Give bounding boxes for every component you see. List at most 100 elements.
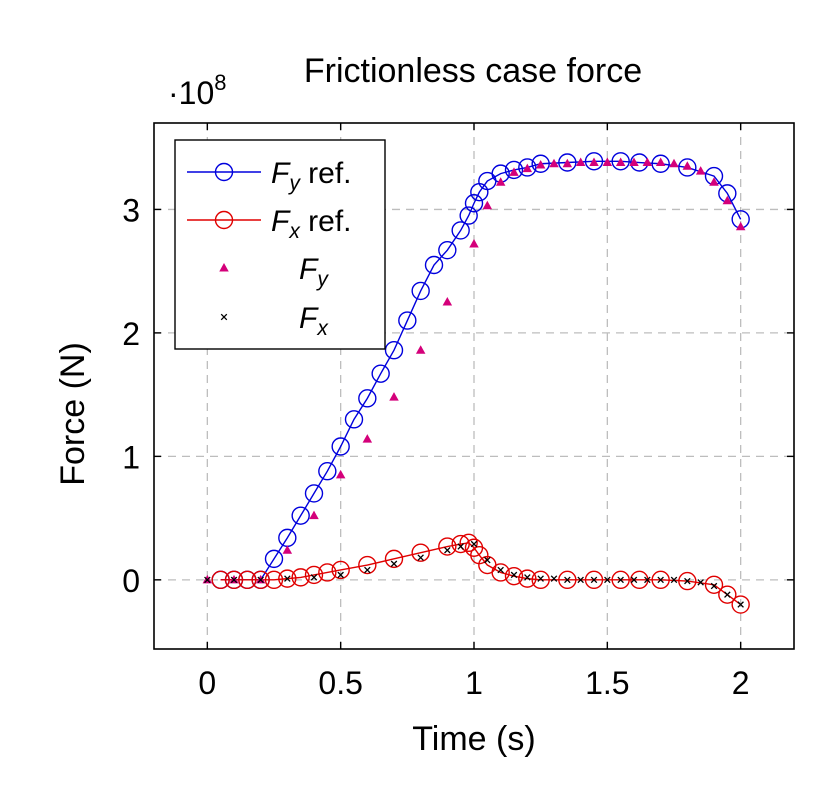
x-tick-label: 0 [198, 665, 216, 701]
data-point-f-y-ref [464, 194, 484, 213]
data-point-f-x-ref [331, 560, 350, 580]
data-point-f-y [615, 157, 626, 167]
data-point-f-x [604, 576, 611, 584]
data-point-f-x-ref [411, 543, 430, 562]
data-point-f-x [364, 566, 371, 574]
y-tick-label: 0 [122, 563, 140, 599]
data-point-f-y [735, 221, 746, 231]
data-point-f-y-ref [504, 160, 524, 180]
data-point-f-x-ref [584, 570, 604, 590]
data-point-f-x [657, 576, 664, 584]
legend-label-main: F [271, 205, 291, 238]
legend-marker-swatch [214, 162, 234, 182]
x-tick-label: 1 [465, 665, 483, 701]
data-point-f-x-ref [504, 566, 524, 586]
legend-label: Fy [299, 253, 329, 291]
data-point-f-x [510, 571, 518, 579]
data-point-f-x [457, 543, 464, 550]
data-point-f-y-ref [291, 506, 310, 525]
data-point-f-y [562, 158, 573, 168]
data-point-f-x [257, 576, 264, 584]
legend-marker-swatch [214, 210, 234, 230]
data-point-f-x-ref [558, 570, 577, 590]
data-point-f-y [335, 469, 346, 479]
data-point-f-y [415, 345, 426, 354]
data-point-f-x-ref [651, 570, 670, 590]
data-point-f-y [602, 157, 613, 167]
legend-entry-f-x: Fx [220, 302, 329, 340]
legend-label: Fx ref. [271, 205, 352, 243]
data-point-f-y [469, 239, 479, 248]
legend-marker-swatch [219, 263, 229, 272]
data-point-f-y [442, 297, 453, 306]
legend-label: Fx [299, 302, 329, 340]
data-point-f-y-ref [584, 152, 604, 171]
y-tick-label: 1 [122, 439, 140, 475]
series-f-x-ref [211, 533, 750, 614]
data-point-f-x-ref [251, 570, 270, 590]
legend-label-subscript: y [315, 268, 329, 291]
data-point-f-y [682, 161, 693, 170]
data-point-f-x [684, 577, 691, 585]
data-point-f-x-ref [211, 570, 230, 590]
data-point-f-y [535, 159, 546, 169]
legend-label-main: F [299, 253, 319, 286]
chart-title: Frictionless case force [304, 52, 642, 90]
data-point-f-y [589, 157, 599, 167]
data-point-f-x-ref [518, 569, 537, 588]
data-point-f-y-ref [438, 240, 457, 260]
data-point-f-y-ref [459, 206, 478, 225]
x-tick-label: 2 [732, 665, 750, 701]
data-point-f-x [524, 574, 531, 581]
series-line-f-y-ref [220, 160, 742, 581]
data-point-f-y-ref [371, 364, 390, 383]
data-point-f-x [230, 576, 238, 584]
y-axis-label: Force (N) [54, 342, 92, 486]
data-point-f-y [549, 158, 559, 168]
data-point-f-x-ref [451, 534, 470, 554]
data-point-f-y-ref [451, 221, 470, 240]
data-point-f-x [470, 540, 478, 548]
x-tick-label: 1.5 [585, 665, 629, 701]
data-point-f-x-ref [459, 533, 478, 553]
y-exponent-base: ·10 [168, 75, 214, 111]
data-point-f-y-ref [318, 461, 337, 481]
data-point-f-y [722, 195, 733, 205]
data-point-f-x [630, 576, 638, 584]
data-point-f-y-ref [304, 484, 324, 503]
legend-label: Fy ref. [271, 157, 352, 195]
series-f-x [204, 540, 744, 608]
data-point-f-x-ref [318, 563, 337, 582]
data-point-f-y [629, 157, 639, 167]
data-point-f-y-ref [384, 340, 404, 360]
data-point-f-x-ref [224, 570, 244, 590]
legend-label-suffix: ref. [300, 157, 352, 190]
y-tick-label: 2 [122, 316, 140, 352]
x-axis-label: Time (s) [412, 720, 535, 758]
data-point-f-x [390, 560, 398, 568]
data-point-f-y-ref [558, 153, 577, 172]
data-point-f-x [417, 554, 424, 561]
data-point-f-x [484, 556, 491, 564]
data-point-f-x-ref [384, 549, 404, 569]
data-point-f-y [282, 545, 293, 554]
data-point-f-y [522, 163, 533, 173]
data-point-f-x-ref [678, 571, 697, 591]
data-point-f-y-ref [424, 255, 444, 275]
data-point-f-x-ref [438, 537, 457, 556]
data-point-f-x [737, 601, 744, 608]
legend-label-main: F [299, 302, 319, 335]
data-point-f-y-ref [651, 154, 670, 173]
data-point-f-x [564, 576, 571, 584]
data-point-f-y [655, 157, 666, 167]
data-point-f-y-ref [411, 281, 430, 301]
series-line-f-x-ref [220, 542, 742, 606]
data-point-f-y [642, 157, 653, 167]
data-point-f-x-ref [358, 555, 377, 575]
data-point-f-x-ref [731, 595, 750, 614]
data-point-f-x [644, 576, 651, 584]
data-point-f-x [337, 571, 344, 579]
legend-label-suffix: ref. [300, 205, 352, 238]
